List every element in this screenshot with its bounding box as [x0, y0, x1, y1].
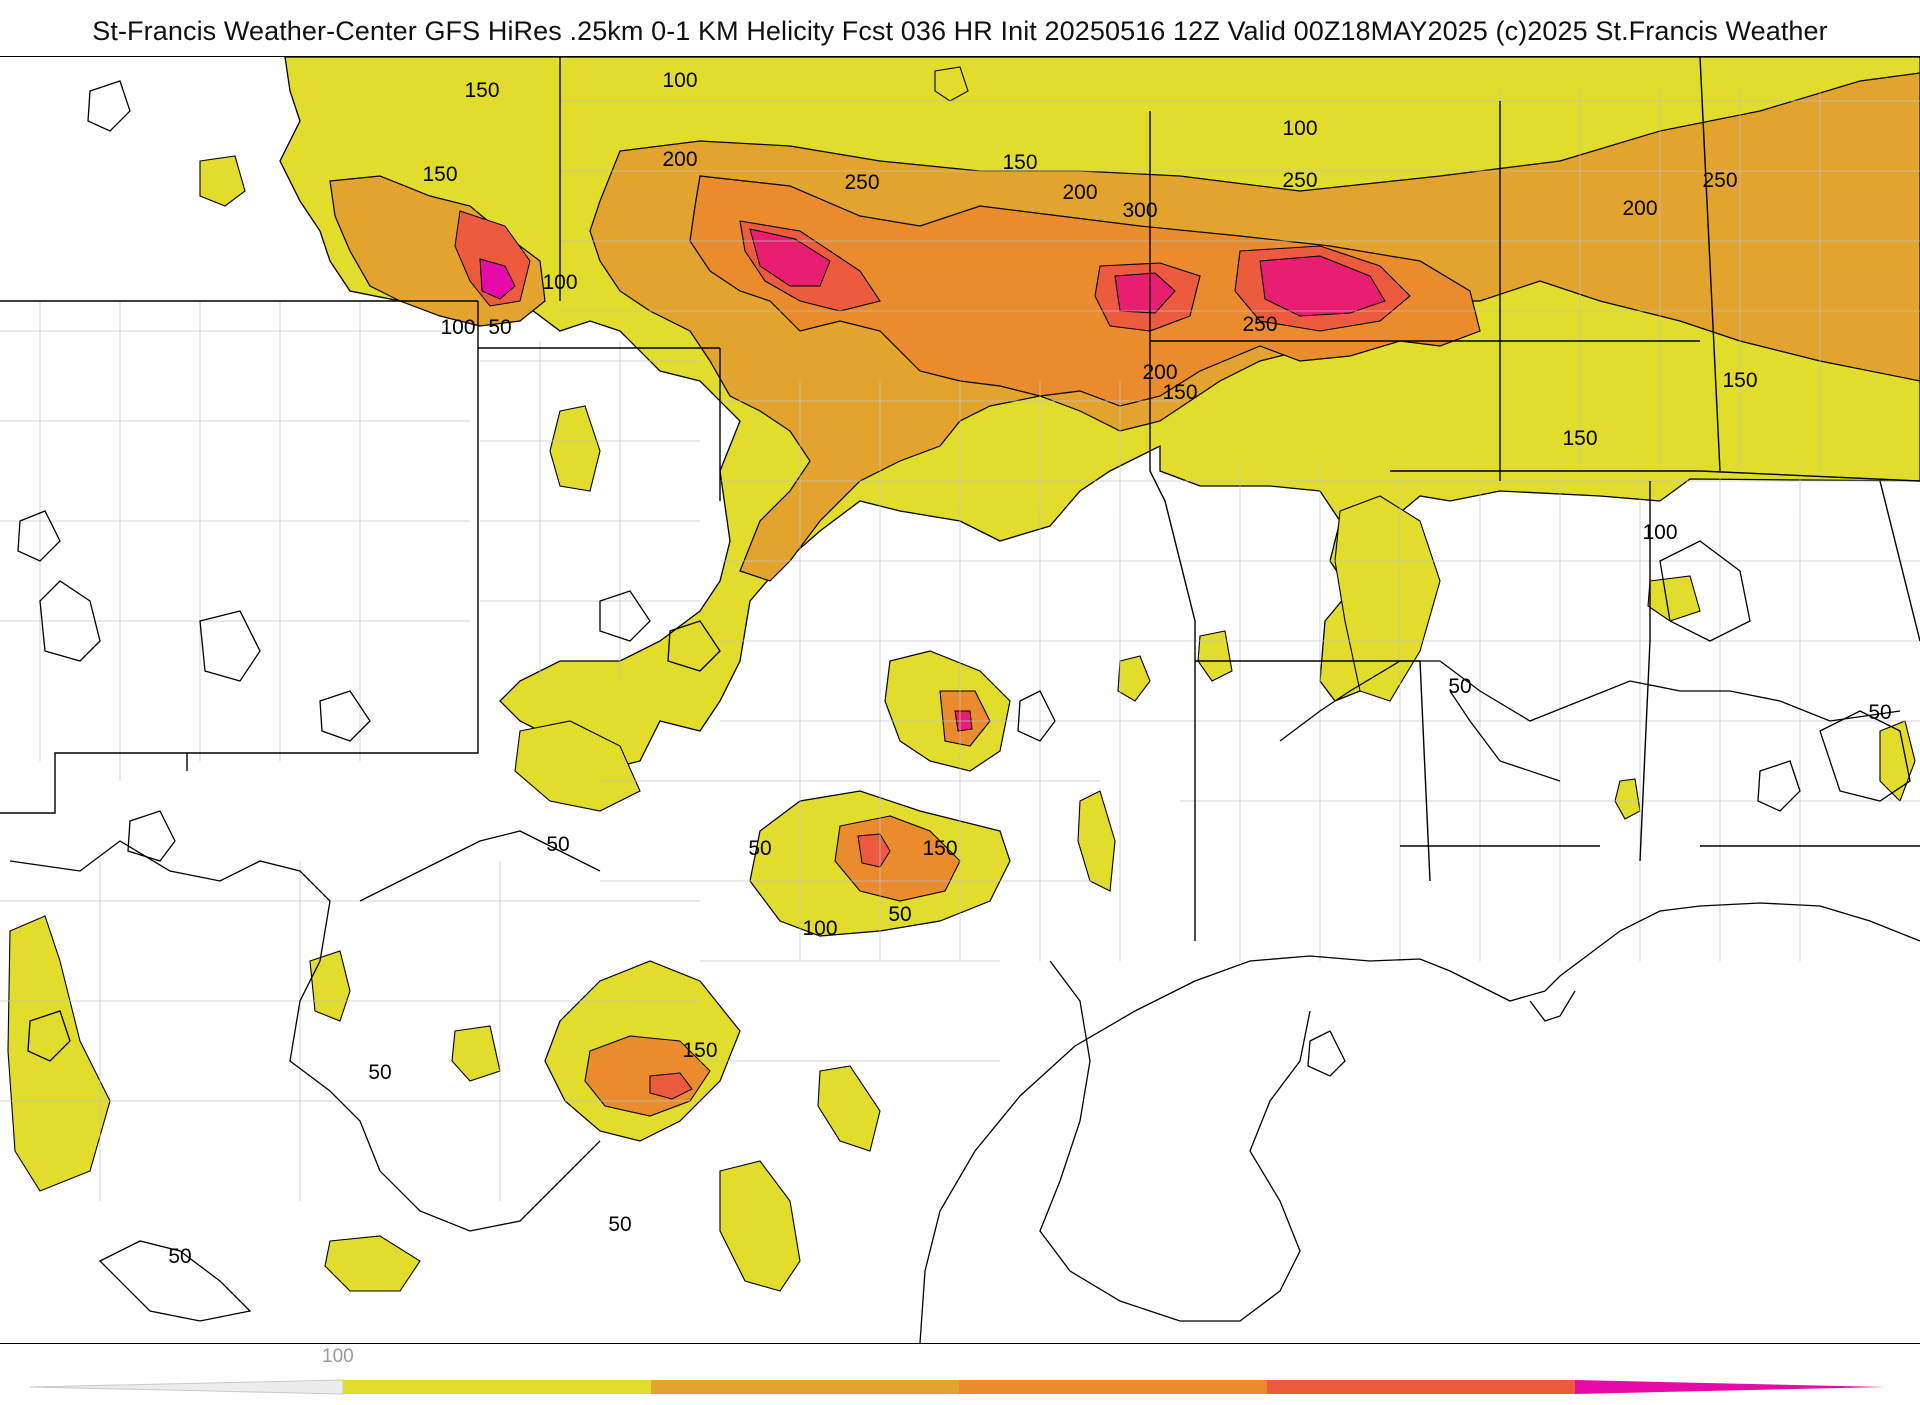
band-100-blob-6 [719, 1160, 801, 1292]
band-300-c [1114, 272, 1176, 314]
contour-label: 50 [1868, 701, 1891, 724]
gulf-coastline [919, 902, 1920, 1343]
contour-label: 50 [1448, 675, 1471, 698]
contour-label: 50 [546, 833, 569, 856]
county-borders [0, 91, 1920, 1201]
contour-label: 100 [1282, 117, 1317, 140]
band-100-blob-16 [1614, 778, 1641, 820]
band-100-blob-5 [817, 1065, 881, 1152]
legend-segment-250-300 [1267, 1380, 1575, 1394]
contour-label: 50 [888, 903, 911, 926]
contour-labels: 150 100 150 100 100 50 200 250 150 200 3… [168, 69, 1891, 1268]
contour-label: 150 [464, 79, 499, 102]
band-100-blob-12 [324, 1235, 421, 1292]
contour-label: 200 [662, 148, 697, 171]
helicity-map: 150 100 150 100 100 50 200 250 150 200 3… [0, 56, 1920, 1344]
contour-label: 50 [748, 837, 771, 860]
band-300-b [1259, 255, 1386, 317]
contour-label: 300 [1122, 199, 1157, 222]
helicity-fill-layer [7, 57, 1920, 1292]
state-borders [0, 57, 1920, 941]
legend-segment-200-250 [959, 1380, 1267, 1394]
contour-label: 150 [1722, 369, 1757, 392]
legend-segment-300-plus [1575, 1380, 1885, 1394]
band-100-blob-15 [1647, 575, 1701, 622]
contour-label: 150 [922, 837, 957, 860]
band-100-blob-3 [1077, 790, 1116, 892]
contour-label: 50 [368, 1061, 391, 1084]
band-100-blob-2 [309, 950, 351, 1022]
band-max-nw [479, 258, 516, 300]
band-100-blob-14 [1197, 630, 1233, 682]
contour-label: 100 [1642, 521, 1677, 544]
contour-label: 100 [802, 917, 837, 940]
band-100-blob-8 [514, 720, 641, 812]
contour-label: 50 [488, 316, 511, 339]
contour-label: 100 [542, 271, 577, 294]
contour-label: 150 [682, 1039, 717, 1062]
chart-title: St-Francis Weather-Center GFS HiRes .25k… [92, 16, 1828, 46]
legend-segment-below-100 [29, 1379, 344, 1395]
legend-segment-100-150 [343, 1380, 651, 1394]
band-300-a [749, 228, 831, 287]
legend-segment-150-200 [651, 1380, 959, 1394]
contour-label: 50 [608, 1213, 631, 1236]
contour-label: 200 [1142, 361, 1177, 384]
contour-50-lines [9, 80, 1911, 1322]
contour-label: 250 [1702, 169, 1737, 192]
contour-label: 150 [1162, 381, 1197, 404]
contour-label: 150 [1002, 151, 1037, 174]
band-100-blob-13 [199, 155, 246, 207]
contour-label: 50 [168, 1245, 191, 1268]
contour-label: 250 [844, 171, 879, 194]
band-200-north [689, 175, 1481, 407]
band-250-tx-a [857, 833, 891, 868]
contour-label: 100 [662, 69, 697, 92]
contour-label: 250 [1242, 313, 1277, 336]
band-100-blob-1 [7, 915, 111, 1192]
band-100-blob-11 [934, 66, 969, 102]
band-250-sw [649, 1072, 693, 1100]
color-legend [0, 1342, 1920, 1400]
contour-label: 150 [1562, 427, 1597, 450]
contour-label: 150 [422, 163, 457, 186]
contour-label: 100 [440, 316, 475, 339]
band-100-blob-9 [1117, 655, 1151, 702]
band-100-blob-17 [451, 1025, 501, 1082]
contour-label: 200 [1062, 181, 1097, 204]
contour-label: 200 [1622, 197, 1657, 220]
contour-label: 250 [1282, 169, 1317, 192]
band-100-blob-7 [549, 405, 601, 492]
band-100-blob-10 [1879, 720, 1916, 802]
legend-tick-label: 100 [322, 1346, 354, 1367]
